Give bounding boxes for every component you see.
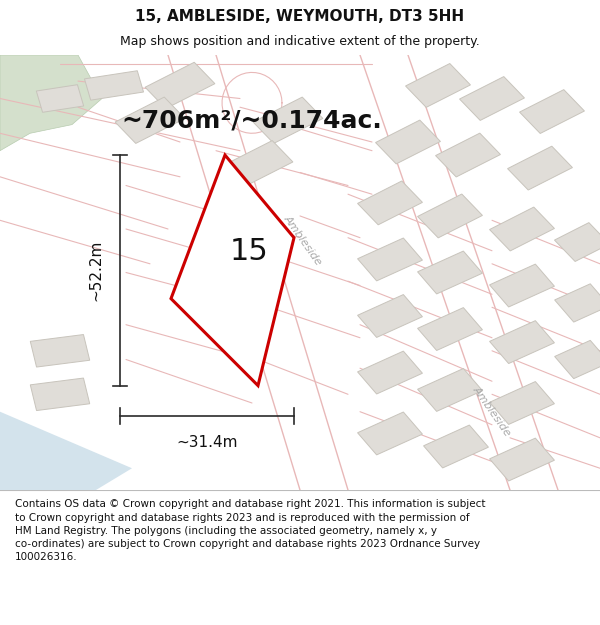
- Polygon shape: [418, 251, 482, 294]
- Polygon shape: [554, 341, 600, 379]
- Polygon shape: [0, 55, 102, 151]
- Polygon shape: [358, 351, 422, 394]
- Polygon shape: [171, 155, 294, 386]
- Text: Map shows position and indicative extent of the property.: Map shows position and indicative extent…: [120, 35, 480, 48]
- Polygon shape: [85, 71, 143, 100]
- Polygon shape: [424, 425, 488, 468]
- Polygon shape: [490, 381, 554, 424]
- Polygon shape: [223, 141, 293, 187]
- Polygon shape: [554, 222, 600, 261]
- Polygon shape: [358, 238, 422, 281]
- Text: Ambleside: Ambleside: [282, 213, 324, 267]
- Polygon shape: [490, 438, 554, 481]
- Polygon shape: [145, 62, 215, 109]
- Text: ~706m²/~0.174ac.: ~706m²/~0.174ac.: [122, 108, 382, 132]
- Text: Ambleside: Ambleside: [471, 385, 513, 439]
- Polygon shape: [358, 181, 422, 225]
- Polygon shape: [253, 97, 323, 143]
- Polygon shape: [554, 284, 600, 322]
- Text: ~31.4m: ~31.4m: [176, 434, 238, 449]
- Polygon shape: [30, 334, 90, 367]
- Polygon shape: [418, 369, 482, 411]
- Polygon shape: [358, 412, 422, 455]
- Polygon shape: [358, 294, 422, 338]
- Polygon shape: [520, 89, 584, 134]
- Polygon shape: [30, 378, 90, 411]
- Polygon shape: [508, 146, 572, 190]
- Polygon shape: [460, 77, 524, 121]
- Polygon shape: [376, 120, 440, 164]
- Text: Contains OS data © Crown copyright and database right 2021. This information is : Contains OS data © Crown copyright and d…: [15, 499, 485, 562]
- Polygon shape: [418, 308, 482, 351]
- Polygon shape: [436, 133, 500, 177]
- Polygon shape: [490, 207, 554, 251]
- Polygon shape: [0, 412, 132, 490]
- Polygon shape: [418, 194, 482, 238]
- Polygon shape: [490, 264, 554, 307]
- Text: ~52.2m: ~52.2m: [89, 239, 104, 301]
- Polygon shape: [490, 321, 554, 364]
- Text: 15, AMBLESIDE, WEYMOUTH, DT3 5HH: 15, AMBLESIDE, WEYMOUTH, DT3 5HH: [136, 9, 464, 24]
- Text: 15: 15: [230, 238, 268, 266]
- Polygon shape: [406, 64, 470, 107]
- Polygon shape: [37, 85, 83, 112]
- Polygon shape: [115, 97, 185, 143]
